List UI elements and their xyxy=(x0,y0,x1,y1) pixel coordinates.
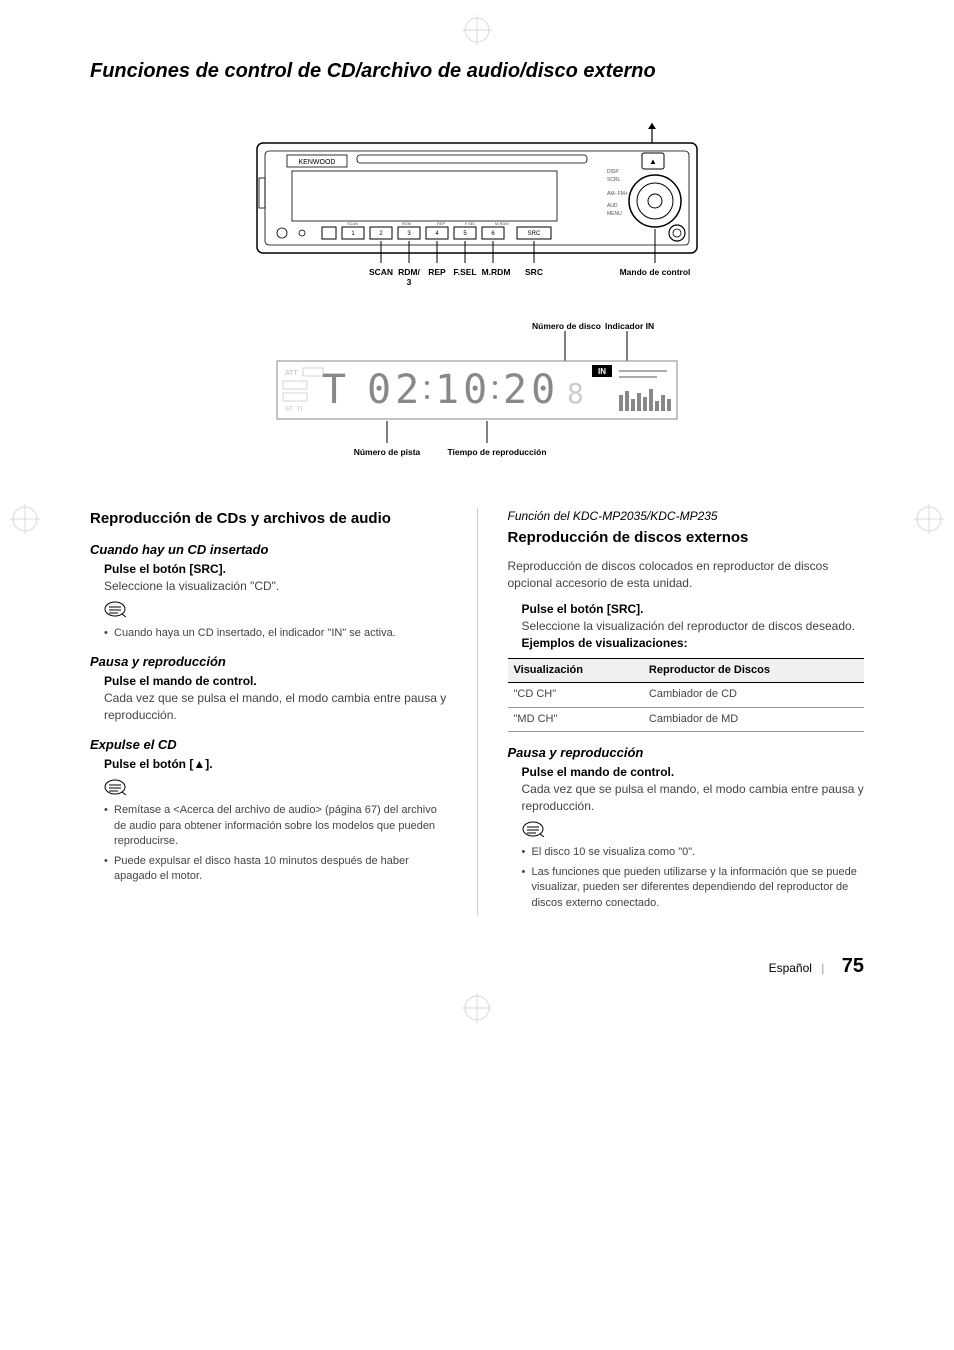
right-step1-body: Seleccione la visualización del reproduc… xyxy=(522,618,865,635)
svg-text:MENU: MENU xyxy=(607,211,622,217)
svg-text:3: 3 xyxy=(407,231,411,237)
svg-text:8: 8 xyxy=(567,377,584,410)
crop-mark-top xyxy=(462,15,492,45)
right-notes: El disco 10 se visualiza como "0". Las f… xyxy=(522,845,865,911)
column-divider xyxy=(477,508,478,915)
table-cell: Cambiador de CD xyxy=(643,683,864,707)
svg-text:KENWOOD: KENWOOD xyxy=(299,159,336,166)
right-intro: Reproducción de discos colocados en repr… xyxy=(508,558,865,592)
svg-text:1: 1 xyxy=(351,231,355,237)
svg-text:SCAN: SCAN xyxy=(347,221,358,226)
left-s3-step: Pulse el botón [▲]. xyxy=(104,756,447,773)
device-illustration-area: ▲ KENWOOD ▲ DISP SCRL AM- FM+ AUD MENU xyxy=(90,123,864,293)
table-cell: Cambiador de MD xyxy=(643,707,864,731)
label-control: Mando de control xyxy=(620,267,691,277)
footer-language: Español xyxy=(769,961,812,975)
right-examples-label: Ejemplos de visualizaciones: xyxy=(522,635,865,652)
svg-text:02: 02 xyxy=(367,367,423,413)
svg-text:4: 4 xyxy=(435,231,439,237)
svg-text:AM- FM+: AM- FM+ xyxy=(607,191,628,197)
svg-text:ATT: ATT xyxy=(285,370,298,377)
left-s3-note2: Puede expulsar el disco hasta 10 minutos… xyxy=(104,854,447,885)
table-row: "CD CH" Cambiador de CD xyxy=(508,683,865,707)
label-play-time: Tiempo de reproducción xyxy=(447,447,546,457)
svg-text:▲: ▲ xyxy=(647,123,657,132)
svg-text:5: 5 xyxy=(463,231,467,237)
left-s2-body: Cada vez que se pulsa el mando, el modo … xyxy=(104,690,447,724)
footer-separator: | xyxy=(821,961,824,975)
svg-text:20: 20 xyxy=(503,367,559,413)
right-note2: Las funciones que pueden utilizarse y la… xyxy=(522,865,865,911)
svg-text:RDM: RDM xyxy=(402,221,411,226)
label-rdm-sub: 3 xyxy=(407,277,412,287)
crop-mark-right xyxy=(914,504,944,534)
left-s3-notes: Remítase a <Acerca del archivo de audio>… xyxy=(104,803,447,884)
label-in-indicator: Indicador IN xyxy=(605,323,654,331)
table-col2: Reproductor de Discos xyxy=(643,658,864,682)
svg-text:AUD: AUD xyxy=(607,203,618,209)
svg-text:2: 2 xyxy=(379,231,383,237)
page-footer: Español | 75 xyxy=(90,955,864,978)
svg-text:6: 6 xyxy=(491,231,495,237)
right-column: Función del KDC-MP2035/KDC-MP235 Reprodu… xyxy=(508,508,865,915)
svg-text:ST: ST xyxy=(285,407,293,413)
car-stereo-diagram: ▲ KENWOOD ▲ DISP SCRL AM- FM+ AUD MENU xyxy=(247,123,707,293)
label-rep: REP xyxy=(428,267,446,277)
right-heading: Reproducción de discos externos xyxy=(508,527,865,548)
note-icon xyxy=(104,601,447,622)
svg-text:T: T xyxy=(322,367,348,413)
svg-text:IN: IN xyxy=(598,367,606,376)
left-heading: Reproducción de CDs y archivos de audio xyxy=(90,508,447,529)
svg-text:▲: ▲ xyxy=(649,157,657,166)
table-cell: "CD CH" xyxy=(508,683,643,707)
crop-mark-bottom xyxy=(462,993,492,1023)
right-note1: El disco 10 se visualiza como "0". xyxy=(522,845,865,860)
lcd-display-area: Número de disco Indicador IN ATT ST TI T… xyxy=(90,323,864,468)
note-icon xyxy=(522,821,865,842)
svg-text:10: 10 xyxy=(435,367,491,413)
right-s2-title: Pausa y reproducción xyxy=(508,744,865,762)
left-s2-step: Pulse el mando de control. xyxy=(104,673,447,690)
svg-text:REP: REP xyxy=(437,221,446,226)
svg-text:SRC: SRC xyxy=(528,231,541,237)
table-cell: "MD CH" xyxy=(508,707,643,731)
svg-text:SCRL: SCRL xyxy=(607,177,621,183)
note-icon xyxy=(104,779,447,800)
table-row: "MD CH" Cambiador de MD xyxy=(508,707,865,731)
label-track-number: Número de pista xyxy=(354,447,421,457)
content-columns: Reproducción de CDs y archivos de audio … xyxy=(90,508,864,915)
svg-text:F.SEL: F.SEL xyxy=(465,221,476,226)
right-s2-body: Cada vez que se pulsa el mando, el modo … xyxy=(522,781,865,815)
right-func-note: Función del KDC-MP2035/KDC-MP235 xyxy=(508,508,865,525)
table-col1: Visualización xyxy=(508,658,643,682)
left-s1-notes: Cuando haya un CD insertado, el indicado… xyxy=(104,626,447,641)
svg-text:M.RDM: M.RDM xyxy=(495,221,509,226)
label-rdm: RDM/ xyxy=(398,267,420,277)
left-column: Reproducción de CDs y archivos de audio … xyxy=(90,508,447,915)
label-fsel: F.SEL xyxy=(453,267,476,277)
page-title: Funciones de control de CD/archivo de au… xyxy=(90,60,864,83)
label-mrdm: M.RDM xyxy=(482,267,511,277)
left-s1-step: Pulse el botón [SRC]. xyxy=(104,561,447,578)
left-s1-body: Seleccione la visualización "CD". xyxy=(104,578,447,595)
lcd-display-diagram: Número de disco Indicador IN ATT ST TI T… xyxy=(267,323,687,463)
right-step1: Pulse el botón [SRC]. xyxy=(522,601,865,618)
label-scan: SCAN xyxy=(369,267,393,277)
left-s2-title: Pausa y reproducción xyxy=(90,653,447,671)
right-s2-step: Pulse el mando de control. xyxy=(522,764,865,781)
svg-text:DISP: DISP xyxy=(607,169,619,175)
left-s1-note1: Cuando haya un CD insertado, el indicado… xyxy=(104,626,447,641)
label-src: SRC xyxy=(525,267,543,277)
left-s1-title: Cuando hay un CD insertado xyxy=(90,541,447,559)
display-examples-table: Visualización Reproductor de Discos "CD … xyxy=(508,658,865,732)
left-s3-title: Expulse el CD xyxy=(90,736,447,754)
svg-text:TI: TI xyxy=(297,407,303,413)
left-s3-note1: Remítase a <Acerca del archivo de audio>… xyxy=(104,803,447,849)
label-disc-number: Número de disco xyxy=(532,323,601,331)
footer-page-number: 75 xyxy=(842,955,864,977)
crop-mark-left xyxy=(10,504,40,534)
